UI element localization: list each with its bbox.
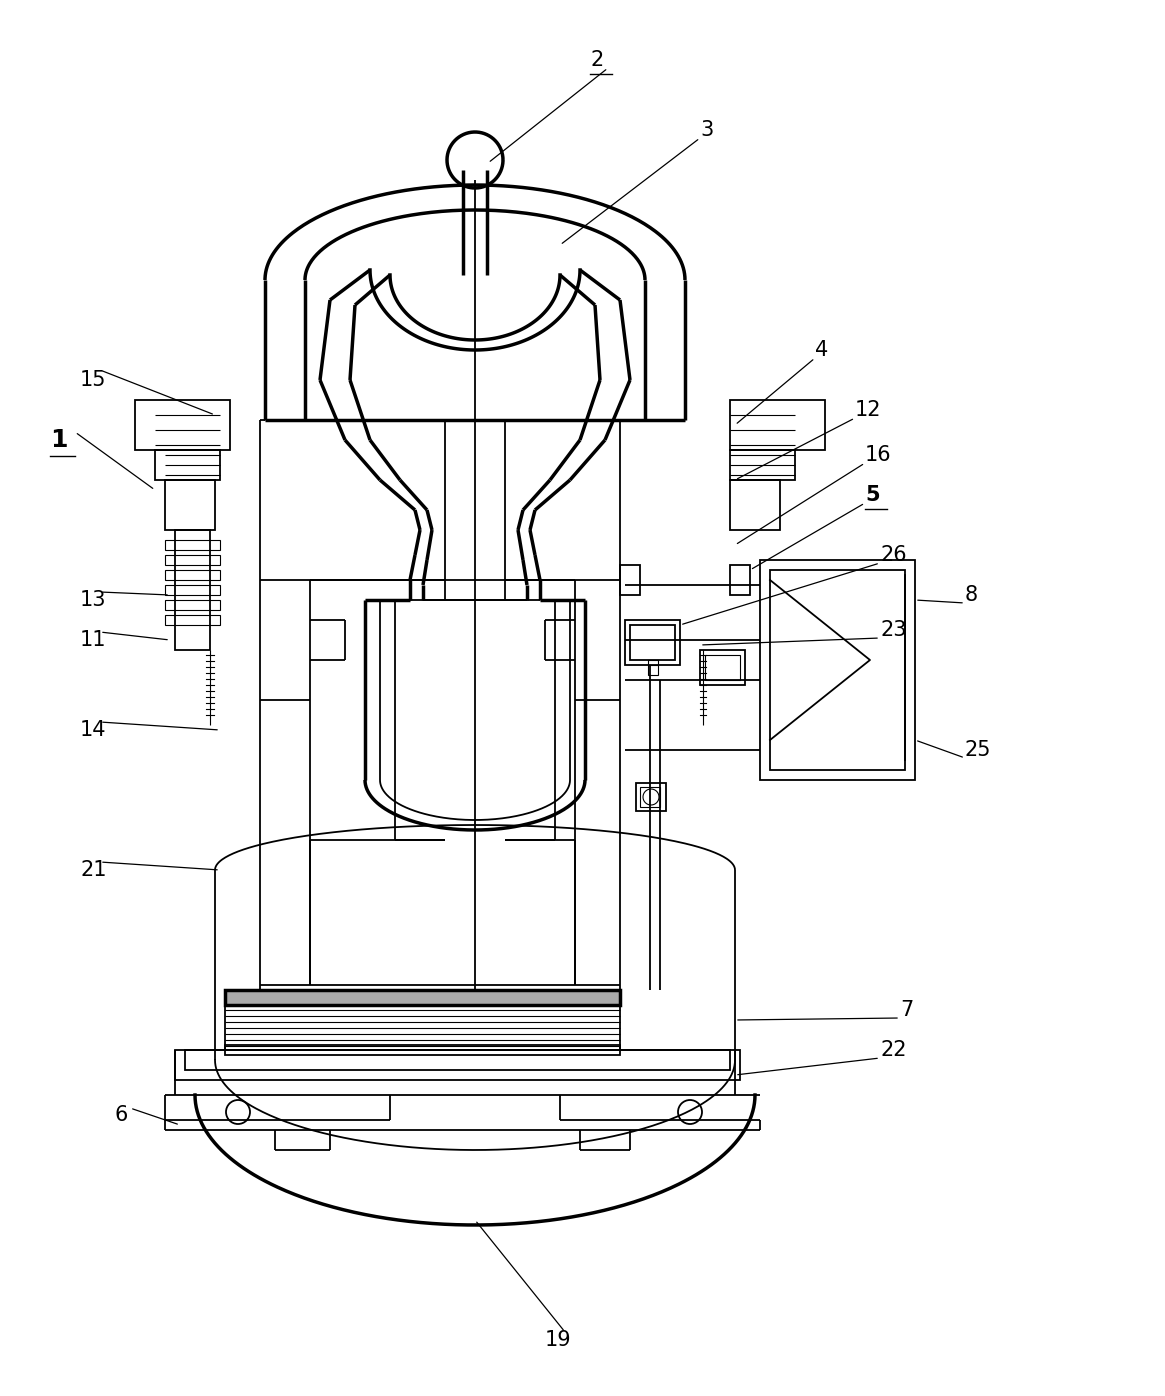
Bar [705, 655, 740, 680]
Bar [630, 625, 675, 660]
Bar [135, 401, 230, 450]
Bar [730, 450, 795, 480]
Text: 14: 14 [80, 720, 106, 740]
Text: 12: 12 [855, 401, 882, 420]
Bar [620, 565, 640, 595]
Text: 11: 11 [80, 630, 106, 651]
Bar [175, 530, 210, 651]
Text: 19: 19 [545, 1330, 572, 1350]
Bar [624, 620, 680, 664]
Text: 3: 3 [700, 120, 713, 140]
Bar [225, 1005, 620, 1050]
Bar [730, 480, 781, 530]
Text: 7: 7 [901, 1000, 913, 1020]
Bar [165, 540, 220, 550]
Bar [185, 1050, 730, 1069]
Text: 4: 4 [816, 341, 828, 360]
Bar [165, 585, 220, 595]
Bar [770, 570, 905, 771]
Text: 22: 22 [880, 1040, 906, 1060]
Bar [165, 556, 220, 565]
Text: 2: 2 [589, 50, 603, 70]
Bar [225, 990, 620, 1005]
Text: 1: 1 [50, 429, 68, 452]
Text: 26: 26 [880, 544, 906, 565]
Bar [760, 560, 915, 780]
Text: 21: 21 [80, 860, 106, 879]
Bar [165, 600, 220, 610]
Text: 15: 15 [80, 370, 106, 389]
Bar [640, 787, 661, 807]
Bar [165, 616, 220, 625]
Bar [165, 480, 216, 530]
Text: 16: 16 [864, 445, 891, 465]
Text: 8: 8 [965, 585, 979, 604]
Bar [730, 401, 825, 450]
Bar [175, 1050, 740, 1081]
Bar [225, 1046, 620, 1055]
Text: 5: 5 [864, 484, 880, 505]
Text: 25: 25 [965, 740, 991, 759]
Text: 6: 6 [115, 1106, 128, 1125]
Bar [636, 783, 666, 811]
Bar [648, 660, 658, 676]
Bar [155, 450, 220, 480]
Bar [730, 565, 750, 595]
Bar [700, 651, 744, 685]
Bar [165, 570, 220, 579]
Text: 23: 23 [880, 620, 906, 639]
Text: 13: 13 [80, 591, 106, 610]
